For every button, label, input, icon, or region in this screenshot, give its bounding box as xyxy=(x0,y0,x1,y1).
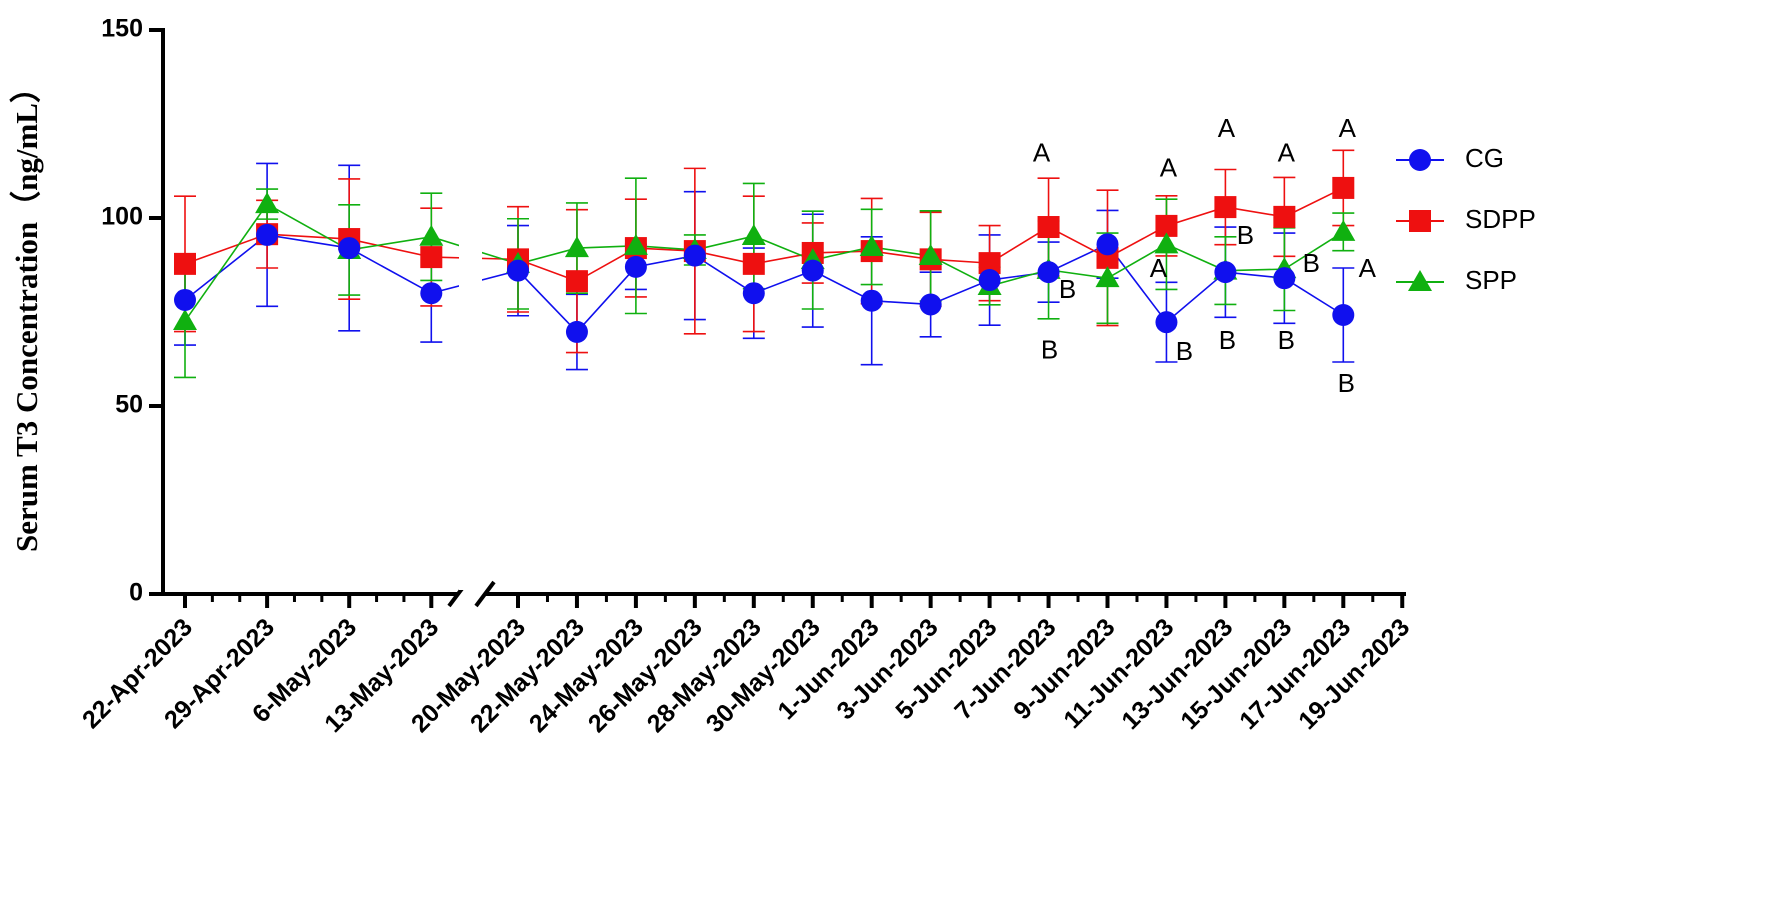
marker xyxy=(918,243,943,265)
y-tick-label: 0 xyxy=(129,579,143,607)
marker xyxy=(1273,267,1296,290)
marker xyxy=(1155,214,1178,237)
annotation: B xyxy=(1219,325,1236,355)
marker xyxy=(1332,304,1355,327)
marker xyxy=(860,289,883,312)
marker xyxy=(741,224,766,246)
annotation: B xyxy=(1338,368,1355,398)
marker xyxy=(507,259,529,282)
axis-break xyxy=(474,580,496,608)
annotation: A xyxy=(1218,113,1236,143)
marker xyxy=(623,233,648,255)
marker xyxy=(174,252,196,275)
marker xyxy=(1037,216,1060,239)
y-tick-label: 150 xyxy=(101,15,143,43)
marker xyxy=(978,252,1001,275)
annotation: B xyxy=(1237,220,1254,250)
marker xyxy=(565,270,588,293)
marker xyxy=(624,255,647,278)
marker xyxy=(1331,219,1356,241)
legend-marker xyxy=(1409,149,1431,171)
marker xyxy=(742,252,765,275)
marker xyxy=(1155,311,1178,334)
marker xyxy=(420,246,443,269)
marker xyxy=(1273,205,1296,228)
annotation: B xyxy=(1303,248,1320,278)
annotation: A xyxy=(1033,138,1051,168)
marker xyxy=(919,293,942,316)
annotation: B xyxy=(1041,335,1058,365)
marker xyxy=(338,237,361,260)
marker xyxy=(419,224,444,246)
marker xyxy=(1037,261,1060,284)
y-tick-label: 100 xyxy=(101,203,143,231)
legend-label: SDPP xyxy=(1465,204,1536,234)
marker xyxy=(420,282,443,305)
marker xyxy=(1154,232,1179,254)
marker xyxy=(859,234,884,256)
marker xyxy=(256,223,279,246)
annotation: B xyxy=(1059,274,1076,304)
marker xyxy=(174,288,196,311)
marker xyxy=(801,259,824,282)
marker xyxy=(1214,196,1237,219)
annotation: A xyxy=(1359,253,1377,283)
legend-label: CG xyxy=(1465,143,1504,173)
annotation: A xyxy=(1160,153,1178,183)
marker xyxy=(742,282,765,305)
annotation: B xyxy=(1176,336,1193,366)
annotation: B xyxy=(1278,325,1295,355)
marker xyxy=(564,236,589,258)
marker xyxy=(1095,266,1120,288)
marker xyxy=(1214,261,1237,284)
marker xyxy=(1332,176,1355,199)
legend-label: SPP xyxy=(1465,265,1517,295)
legend-marker xyxy=(1408,270,1432,291)
annotation: A xyxy=(1278,138,1296,168)
y-tick-label: 50 xyxy=(115,391,143,419)
marker xyxy=(978,269,1001,292)
marker xyxy=(683,244,706,267)
break-gap xyxy=(459,30,482,590)
marker xyxy=(255,192,280,214)
legend-marker xyxy=(1409,210,1431,232)
annotation: A xyxy=(1150,253,1168,283)
marker xyxy=(1096,233,1119,256)
y-axis-label: Serum T3 Concentration（ng/mL） xyxy=(9,72,44,552)
marker xyxy=(565,320,588,343)
marker xyxy=(173,309,197,331)
annotation: A xyxy=(1339,113,1357,143)
